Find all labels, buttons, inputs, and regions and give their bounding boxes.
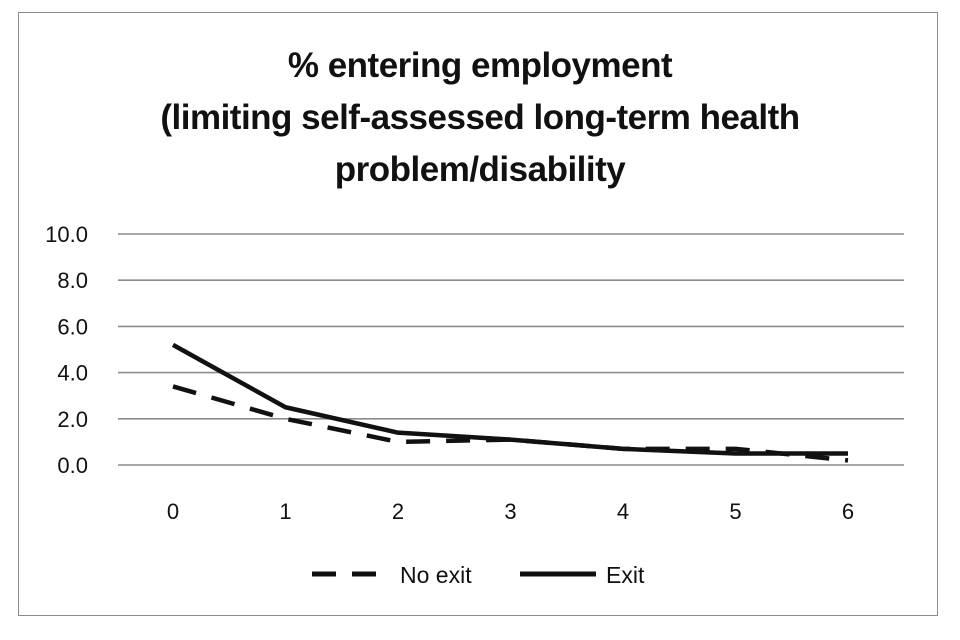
y-tick-label: 4.0 (57, 361, 88, 386)
gridlines (118, 233, 904, 466)
chart-title-line-2: (limiting self-assessed long-term health (160, 98, 800, 137)
legend-label-no-exit: No exit (400, 562, 472, 588)
x-tick-label: 5 (729, 499, 741, 524)
y-tick-label: 2.0 (57, 407, 88, 432)
chart-title-line-1: % entering employment (287, 46, 673, 85)
y-tick-label: 6.0 (57, 314, 88, 339)
chart-title-line-3: problem/disability (334, 150, 626, 189)
chart-frame (18, 12, 938, 616)
x-tick-label: 3 (504, 499, 516, 524)
y-tick-label: 0.0 (57, 453, 88, 478)
x-tick-label: 1 (279, 499, 291, 524)
chart-title: % entering employment (limiting self-ass… (0, 40, 960, 196)
x-tick-label: 2 (392, 499, 404, 524)
y-tick-label: 8.0 (57, 268, 88, 293)
x-tick-label: 4 (617, 499, 629, 524)
x-axis-ticks: 0 1 2 3 4 5 6 (167, 499, 854, 524)
x-tick-label: 0 (167, 499, 179, 524)
series-line-no-exit (172, 384, 849, 463)
y-tick-label: 10.0 (45, 222, 88, 247)
legend-label-exit: Exit (606, 562, 645, 588)
series-line-exit (171, 342, 848, 456)
legend: No exit Exit (312, 562, 645, 588)
y-axis-ticks: 0.0 2.0 4.0 6.0 8.0 10.0 (45, 222, 88, 478)
x-tick-label: 6 (842, 499, 854, 524)
series-lines (171, 342, 849, 463)
